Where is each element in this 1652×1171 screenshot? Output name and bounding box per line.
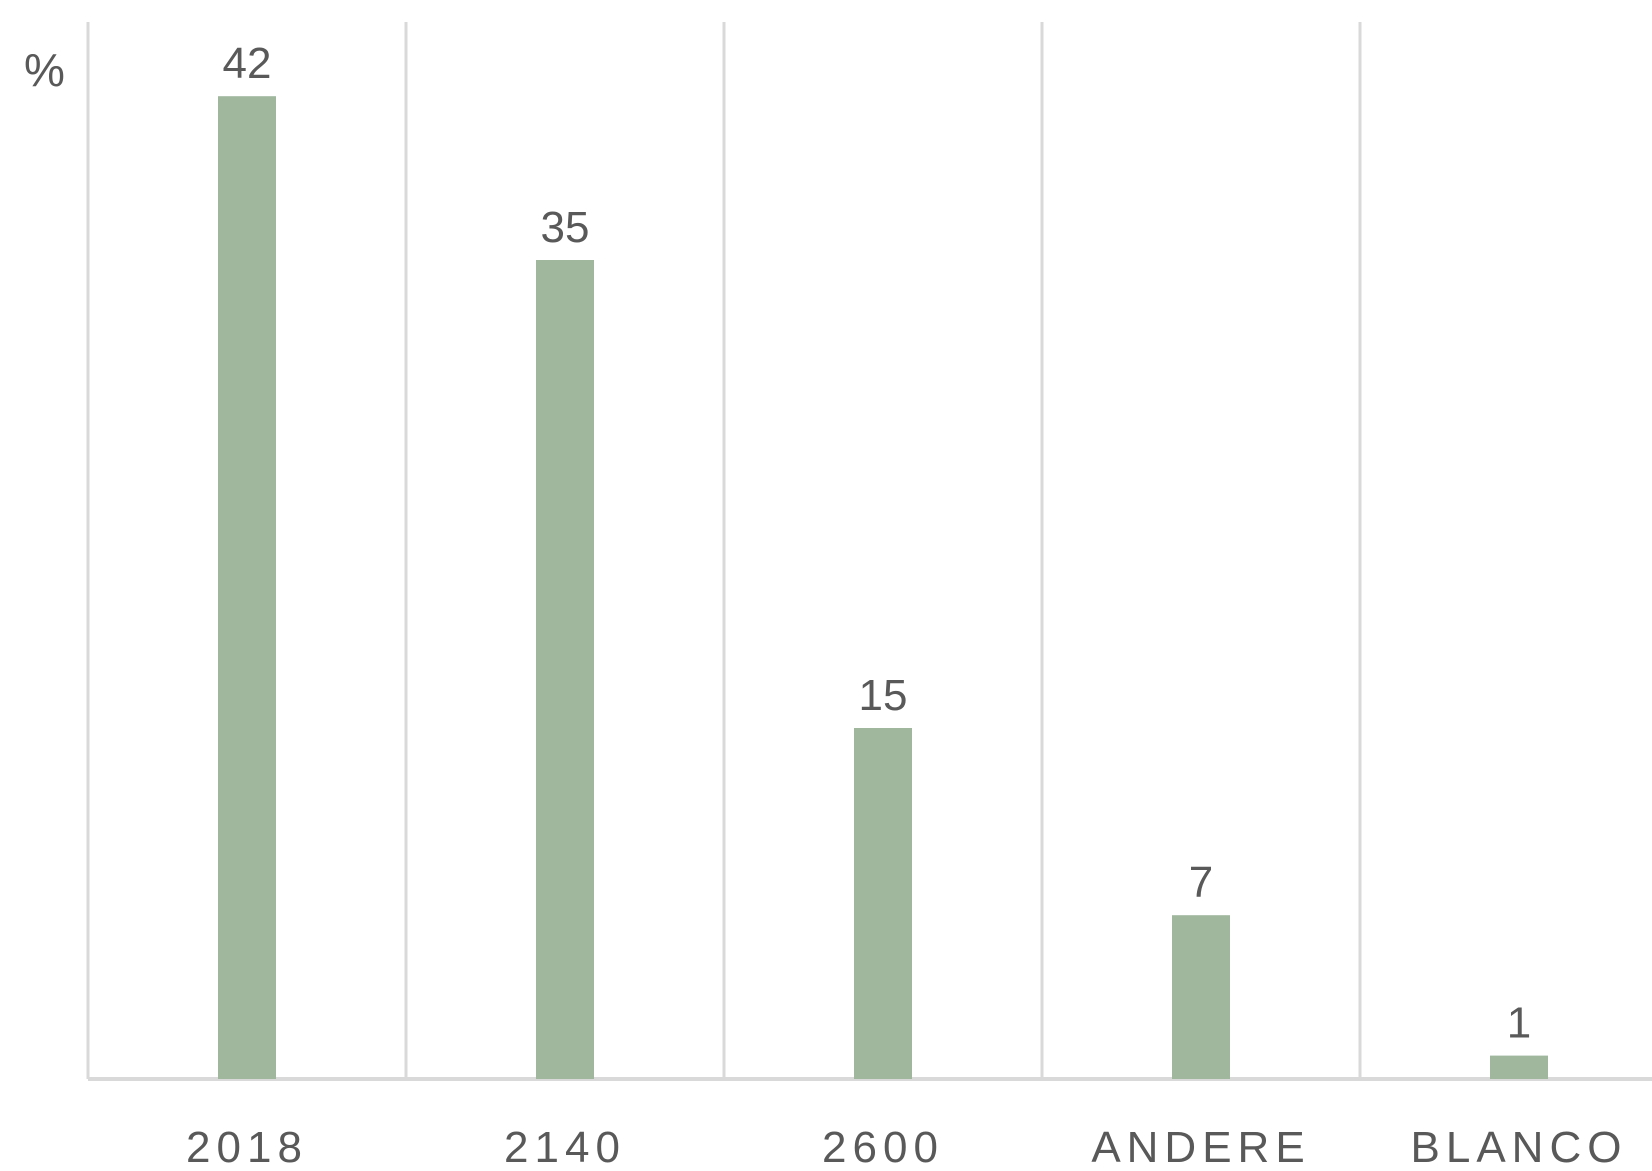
bar-2600: [854, 728, 912, 1079]
category-labels: 2018 2140 2600 ANDERE BLANCO: [186, 1123, 1628, 1171]
bar-2018: [218, 96, 276, 1079]
value-label-blanco: 1: [1507, 999, 1531, 1048]
value-labels: 42 35 15 7 1: [223, 39, 1532, 1047]
bars: [218, 96, 1548, 1079]
grid-lines: [86, 22, 1362, 1079]
bar-2140: [536, 260, 594, 1079]
bar-andere: [1172, 915, 1230, 1079]
bar-blanco: [1490, 1055, 1548, 1079]
category-label-andere: ANDERE: [1091, 1123, 1310, 1171]
category-label-2600: 2600: [822, 1123, 944, 1171]
category-label-2018: 2018: [186, 1123, 308, 1171]
value-label-2018: 42: [223, 39, 272, 88]
value-label-andere: 7: [1189, 858, 1213, 907]
value-label-2140: 35: [541, 203, 590, 252]
y-axis-unit-label: %: [24, 44, 65, 96]
value-label-2600: 15: [859, 671, 908, 720]
category-label-2140: 2140: [504, 1123, 626, 1171]
category-label-blanco: BLANCO: [1411, 1123, 1628, 1171]
